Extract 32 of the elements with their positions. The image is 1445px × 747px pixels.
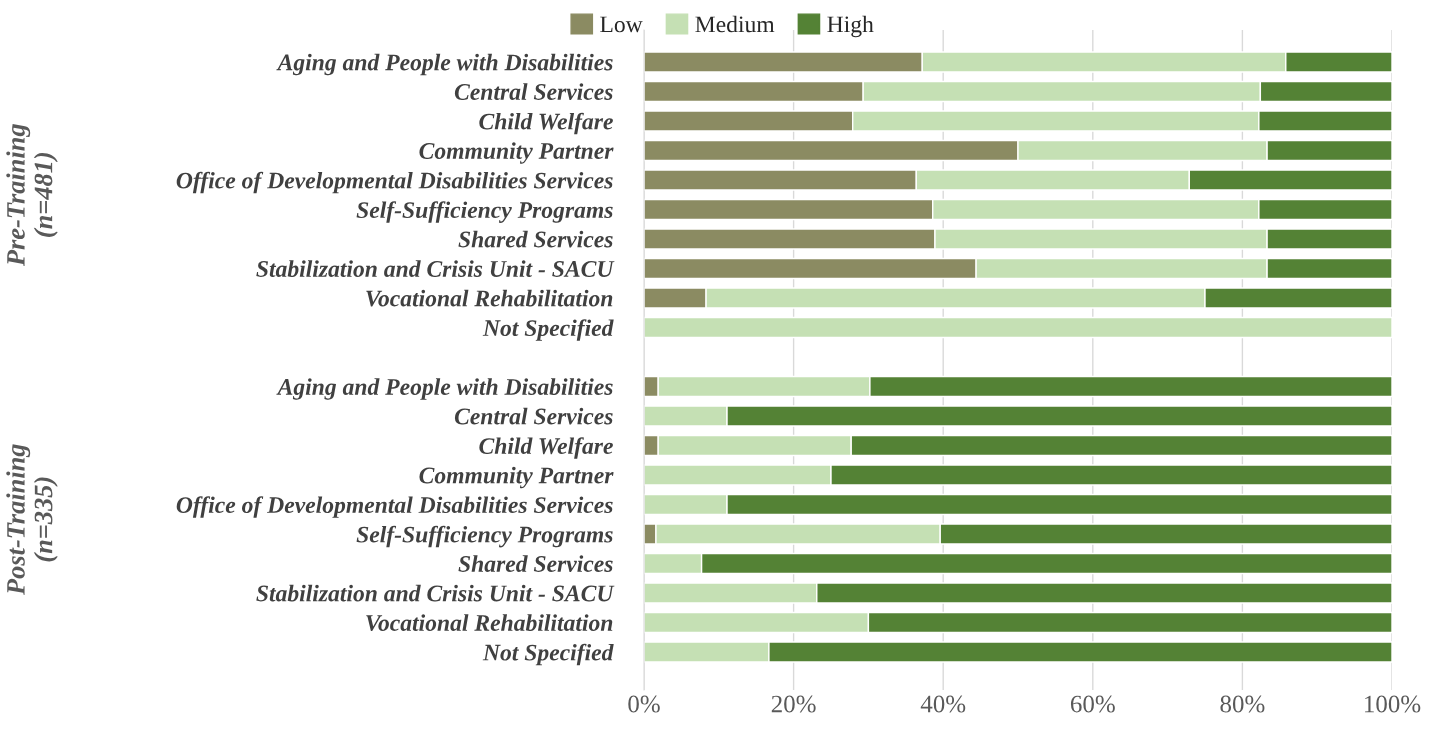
legend-label: High xyxy=(827,15,874,38)
bar xyxy=(644,316,1392,339)
y-tick-label: Child Welfare xyxy=(479,437,613,459)
y-tick-label: Aging and People with Disabilities xyxy=(276,378,613,400)
y-tick-label: Aging and People with Disabilities xyxy=(276,53,613,76)
y-tick-label: Stabilization and Crisis Unit - SACU xyxy=(256,584,615,602)
y-tick-label: Not Specified xyxy=(482,643,614,666)
x-tick-label: 40% xyxy=(920,695,966,713)
y-tick-label: Self-Sufficiency Programs xyxy=(356,201,613,223)
x-tick-label: 80% xyxy=(1220,695,1265,713)
text: Pre-Training (n=481) xyxy=(6,124,58,267)
y-tick-label: Self-Sufficiency Programs xyxy=(356,525,613,548)
y-tick-label: Community Partner xyxy=(419,142,614,164)
y-tick-label: Not Specified xyxy=(482,319,614,341)
y-tick-label: Stabilization and Crisis Unit - SACU xyxy=(256,260,615,277)
y-tick-label: Shared Services xyxy=(458,230,613,248)
y-tick-label: Office of Developmental Disabilities Services xyxy=(176,171,613,194)
y-tick-label: Central Services xyxy=(454,83,613,100)
y-tick-label: Vocational Rehabilitation xyxy=(366,289,613,307)
legend-label: Medium xyxy=(695,15,775,33)
y-tick-label: Central Services xyxy=(454,407,613,425)
x-tick-label: 100% xyxy=(1365,695,1421,713)
x-tick-label: 0% xyxy=(628,695,660,713)
y-tick-label: Vocational Rehabilitation xyxy=(366,614,613,632)
y-tick-label: Shared Services xyxy=(458,555,613,572)
legend-label: Low xyxy=(600,16,643,33)
text: Post-Training (n=335) xyxy=(6,444,58,596)
x-tick-label: 20% xyxy=(771,695,816,713)
y-tick-label: Community Partner xyxy=(419,466,614,489)
y-tick-label: Child Welfare xyxy=(479,112,613,135)
x-tick-label: 60% xyxy=(1070,695,1115,713)
y-tick-label: Office of Developmental Disabilities Services xyxy=(176,496,613,518)
